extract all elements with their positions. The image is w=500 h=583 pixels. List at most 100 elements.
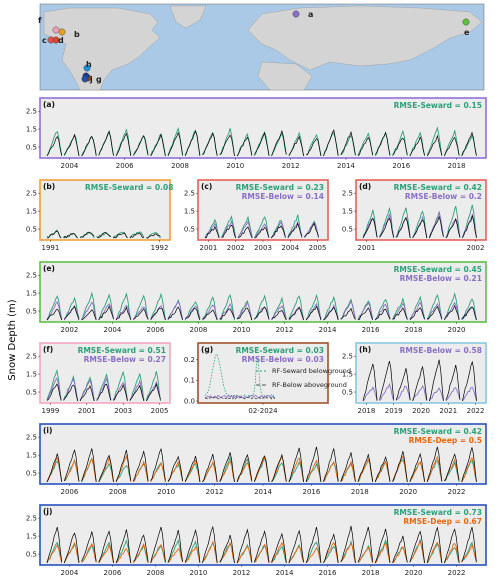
site-marker-a xyxy=(292,10,300,18)
series-observed-line xyxy=(362,214,477,239)
x-tick-label: 2010 xyxy=(157,488,175,496)
x-tick-label: 2018 xyxy=(351,488,369,496)
rmse-text: RMSE-Seward = 0.42 xyxy=(394,427,482,436)
y-tick-label: 1.5 xyxy=(342,371,353,379)
x-tick-label: 2014 xyxy=(254,488,272,496)
y-tick-label: 1.5 xyxy=(26,533,37,541)
y-tick-label: 2.5 xyxy=(26,434,37,442)
x-tick-label: 2010 xyxy=(190,569,208,577)
y-tick-label: 1.5 xyxy=(26,452,37,460)
rmse-text: RMSE-Below = 0.21 xyxy=(400,274,482,283)
x-tick-label: 2018 xyxy=(448,162,466,170)
x-tick-label: 2021 xyxy=(439,407,457,415)
x-tick-label: 2020 xyxy=(399,488,417,496)
panel-label-f: (f) xyxy=(43,345,53,354)
x-tick-label: 2019 xyxy=(385,407,403,415)
x-tick-label: 2005 xyxy=(151,407,169,415)
panel-h: 0.5 1.5 2.5 2018 2019 2020 2021 2022 (h) RMSE-Bel… xyxy=(342,342,487,415)
y-tick-label: 0.5 xyxy=(26,226,37,234)
series-observed-line xyxy=(362,359,477,402)
rmse-text: RMSE-Seward = 0.45 xyxy=(394,265,482,274)
rmse-text: RMSE-Seward = 0.03 xyxy=(236,346,324,355)
y-tick-label: 1.5 xyxy=(26,371,37,379)
panel-frame-i xyxy=(39,423,487,485)
x-tick-label: 2010 xyxy=(226,162,244,170)
series-deep-line xyxy=(46,454,477,483)
site-marker-e xyxy=(462,18,470,26)
y-tick-label: 0.0 xyxy=(184,398,195,406)
x-tick-label: 2004 xyxy=(60,162,78,170)
x-tick-label: 1999 xyxy=(42,407,60,415)
y-tick-label: 0.5 xyxy=(342,389,353,397)
site-map xyxy=(39,3,485,91)
x-tick-label: 2003 xyxy=(254,244,272,252)
y-tick-label: 0.5 xyxy=(342,226,353,234)
x-tick-label: 2001 xyxy=(78,407,96,415)
x-tick-label: 2006 xyxy=(60,488,78,496)
series-seward-line xyxy=(204,214,319,239)
x-tick-label: 2008 xyxy=(171,162,189,170)
series-observed-line xyxy=(46,129,477,157)
x-tick-label: 2014 xyxy=(276,569,294,577)
x-tick-label: 2001 xyxy=(358,244,376,252)
x-tick-label: 2012 xyxy=(282,162,300,170)
y-tick-label: 0.5 xyxy=(26,389,37,397)
x-tick-label: 2004 xyxy=(281,244,299,252)
x-tick-label: 2010 xyxy=(233,326,251,334)
rmse-text: RMSE-Below = 0.27 xyxy=(84,355,166,364)
y-tick-label: 0.5 xyxy=(26,470,37,478)
series-observed-line xyxy=(205,222,319,239)
y-tick-label: 2.5 xyxy=(26,108,37,116)
panel-label-h: (h) xyxy=(359,345,371,354)
site-label-f: f xyxy=(38,16,42,25)
series-observed-line xyxy=(46,230,161,239)
y-tick-label: 0.5 xyxy=(184,226,195,234)
site-label-e: e xyxy=(464,28,470,37)
x-tick-label: 2020 xyxy=(405,569,423,577)
site-marker-d xyxy=(52,36,60,44)
x-tick-label: 2018 xyxy=(358,407,376,415)
y-tick-label: 0.5 xyxy=(26,308,37,316)
rmse-text: RMSE-Seward = 0.51 xyxy=(78,346,166,355)
y-tick-label: 0.2 xyxy=(184,356,195,364)
rmse-text: RMSE-Seward = 0.23 xyxy=(236,183,324,192)
x-tick-label: 1992 xyxy=(151,244,169,252)
y-tick-label: 2.5 xyxy=(26,515,37,523)
series-observed-line xyxy=(46,304,477,321)
x-tick-label: 2004 xyxy=(60,569,78,577)
panel-label-j: (j) xyxy=(43,507,52,516)
y-tick-label: 2.5 xyxy=(26,190,37,198)
y-tick-label: 1.5 xyxy=(26,290,37,298)
x-tick-label: 2002 xyxy=(227,244,245,252)
x-tick-label: 2012 xyxy=(233,569,251,577)
panel-label-d: (d) xyxy=(359,182,371,191)
x-tick-label: 2006 xyxy=(116,162,134,170)
x-tick-label: 2014 xyxy=(337,162,355,170)
x-tick-label: 2004 xyxy=(104,326,122,334)
map-eurasia xyxy=(247,5,483,71)
x-tick-label: 2016 xyxy=(319,569,337,577)
panel-f: 0.5 1.5 2.5 1999 2001 2003 2005 (f) RMSE-Seward … xyxy=(26,342,171,415)
x-tick-label: 2018 xyxy=(405,326,423,334)
y-tick-label: 0.1 xyxy=(184,377,195,385)
y-tick-label: 0.5 xyxy=(26,144,37,152)
x-tick-label: 2020 xyxy=(412,407,430,415)
series-observed-line xyxy=(46,446,477,483)
panel-label-i: (i) xyxy=(43,426,52,435)
site-label-c: c xyxy=(42,36,47,45)
rmse-text: RMSE-Seward = 0.73 xyxy=(394,508,482,517)
x-tick-label: 2012 xyxy=(276,326,294,334)
x-tick-label: 1991 xyxy=(42,244,60,252)
panel-frame-d xyxy=(355,179,487,241)
x-tick-label: 2022 xyxy=(467,407,485,415)
panel-label-g: (g) xyxy=(201,345,213,354)
panel-frame-f xyxy=(39,342,171,404)
y-tick-label: 1.5 xyxy=(342,208,353,216)
series-below-line xyxy=(46,300,477,321)
y-tick-label: 2.5 xyxy=(184,190,195,198)
panel-frame-b xyxy=(39,179,171,241)
series-below-line xyxy=(46,377,161,402)
x-tick-label: 02-2024 xyxy=(248,407,278,415)
x-tick-label: 2016 xyxy=(302,488,320,496)
x-tick-label: 2008 xyxy=(109,488,127,496)
